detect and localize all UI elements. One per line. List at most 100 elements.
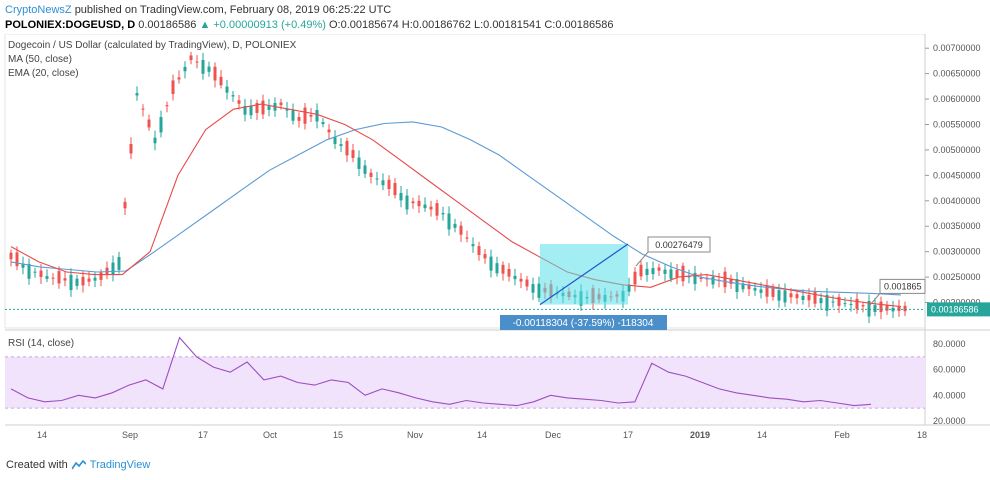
y-tick-label: 0.00650000 <box>933 69 981 79</box>
x-tick-label: Dec <box>545 430 562 440</box>
candle-body <box>849 304 853 306</box>
candle-body <box>831 301 835 303</box>
y-tick-label: 0.00350000 <box>933 221 981 231</box>
candle-body <box>465 237 469 239</box>
candle-body <box>417 200 421 207</box>
candle-body <box>309 114 313 117</box>
candle-body <box>369 172 373 177</box>
rsi-tick-label: 40.0000 <box>933 390 966 400</box>
candle-body <box>171 80 175 94</box>
candle-body <box>711 276 715 285</box>
ema-line <box>10 103 902 308</box>
candle-body <box>489 256 493 271</box>
candle-body <box>747 284 751 290</box>
candle-body <box>861 305 865 307</box>
ma-legend: MA (50, close) <box>8 54 72 65</box>
candle-body <box>627 284 631 292</box>
candle-body <box>423 204 427 209</box>
ohlc-line: POLONIEX:DOGEUSD, D 0.00186586 ▲ +0.0000… <box>5 19 613 31</box>
candle-body <box>21 263 25 268</box>
candle-body <box>477 246 481 256</box>
candle-body <box>435 203 439 216</box>
last-callout-box <box>879 278 926 294</box>
x-tick-label: Oct <box>263 430 278 440</box>
candle-body <box>459 225 463 235</box>
publish-line: CryptoNewsZ published on TradingView.com… <box>5 4 391 16</box>
candle-body <box>501 264 505 274</box>
candle-body <box>777 290 781 301</box>
candle-body <box>393 183 397 196</box>
candle-body <box>135 93 139 96</box>
candle-body <box>357 157 361 169</box>
candle-body <box>303 107 307 124</box>
chart-title: Dogecoin / US Dollar (calculated by Trad… <box>8 40 297 51</box>
candle-body <box>51 277 55 279</box>
candle-body <box>669 269 673 279</box>
candle-body <box>735 279 739 292</box>
candle-body <box>441 213 445 215</box>
candle-body <box>651 268 655 275</box>
x-tick-label: Feb <box>834 430 850 440</box>
rsi-line <box>10 336 872 407</box>
candle-body <box>519 278 523 282</box>
rsi-band <box>5 356 925 409</box>
candle-body <box>33 271 37 273</box>
x-tick-label: 14 <box>37 430 47 440</box>
rsi-tick-label: 80.0000 <box>933 339 966 349</box>
candle-body <box>693 272 697 285</box>
created-with-label: Created with <box>6 459 68 471</box>
measure-label-bg <box>500 315 667 330</box>
x-tick-label: 18 <box>917 430 927 440</box>
symbol-label: POLONIEX:DOGEUSD, D <box>5 19 136 31</box>
measure-label: -0.00118304 (-37.59%) -118304 <box>513 318 654 329</box>
x-tick-label: 17 <box>198 430 208 440</box>
candle-body <box>351 150 355 158</box>
candle-body <box>237 100 241 104</box>
y-tick-label: 0.00550000 <box>933 119 981 129</box>
candle-body <box>855 298 859 309</box>
candle-body <box>285 108 289 111</box>
candle-body <box>675 270 679 278</box>
candle-body <box>411 201 415 204</box>
candle-body <box>213 66 217 81</box>
candle-body <box>279 102 283 106</box>
candle-body <box>843 303 847 305</box>
price-change: ▲ +0.00000913 (+0.49%) <box>199 19 326 31</box>
candle-body <box>645 268 649 276</box>
candle-body <box>771 287 775 297</box>
tradingview-logo-icon <box>71 460 86 470</box>
y-tick-label: 0.00700000 <box>933 43 981 53</box>
rsi-tick-label: 20.0000 <box>933 416 966 426</box>
candle-body <box>723 271 727 288</box>
candle-body <box>117 257 121 270</box>
last-callout-label: 0.001865 <box>884 281 922 291</box>
candle-body <box>657 267 661 271</box>
ema-legend: EMA (20, close) <box>8 68 79 79</box>
candle-body <box>291 110 295 121</box>
candle-body <box>765 285 769 297</box>
last-price: 0.00186586 <box>138 19 197 31</box>
tradingview-brand-link[interactable]: TradingView <box>89 459 151 471</box>
candle-body <box>633 271 637 285</box>
candle-body <box>9 252 13 260</box>
publisher-link[interactable]: CryptoNewsZ <box>5 4 72 16</box>
candle-body <box>381 180 385 186</box>
candle-body <box>729 279 733 284</box>
candle-body <box>375 178 379 180</box>
candle-body <box>807 295 811 301</box>
candle-body <box>513 275 517 280</box>
candle-body <box>867 300 871 317</box>
rsi-tick-label: 60.0000 <box>933 365 966 375</box>
candle-body <box>147 119 151 128</box>
x-tick-label: Nov <box>407 430 424 440</box>
last-price-tag <box>927 302 990 317</box>
high-callout-label: 0.00276479 <box>655 240 703 250</box>
candle-body <box>753 288 757 291</box>
y-tick-label: 0.00400000 <box>933 196 981 206</box>
candle-body <box>405 195 409 210</box>
candle-body <box>903 305 907 312</box>
candle-body <box>333 137 337 145</box>
candle-body <box>885 305 889 311</box>
x-tick-label: 14 <box>757 430 767 440</box>
price-chart[interactable]: 0.00700000 0.00650000 0.00600000 0.00550000… <box>0 34 990 456</box>
